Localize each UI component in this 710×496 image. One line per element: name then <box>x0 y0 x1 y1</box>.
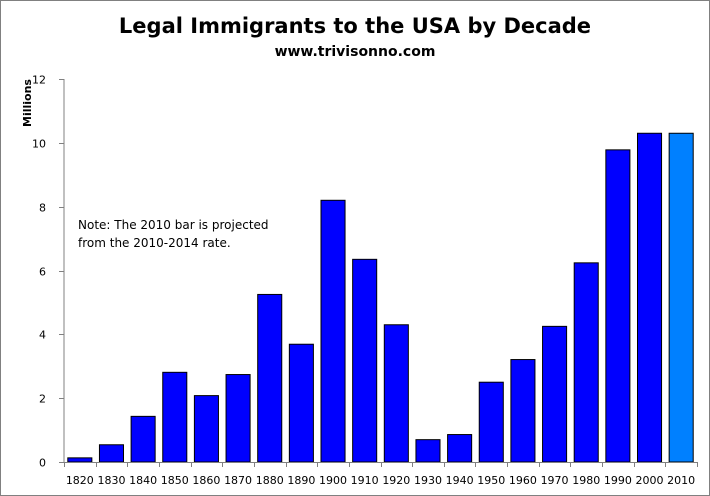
bar-1950 <box>478 381 504 463</box>
x-tick-label: 2010 <box>667 474 695 487</box>
x-tick-label: 1940 <box>446 474 474 487</box>
x-tick-label: 1900 <box>319 474 347 487</box>
bar-2000 <box>636 132 663 463</box>
y-tick-label: 10 <box>32 138 46 151</box>
x-tick-label: 1930 <box>414 474 442 487</box>
bar-1840 <box>130 415 156 463</box>
annotation-line-2: from the 2010-2014 rate. <box>78 236 231 250</box>
bar-1970 <box>542 325 568 463</box>
x-tick-label: 1910 <box>351 474 379 487</box>
chart-subtitle: www.trivisonno.com <box>275 44 436 60</box>
bar-1850 <box>162 371 188 463</box>
y-tick-label: 4 <box>39 329 46 342</box>
bar-1930 <box>415 439 441 463</box>
y-tick-label: 8 <box>39 202 46 215</box>
bar-1880 <box>257 293 283 463</box>
bar-1870 <box>225 374 251 463</box>
bar-1920 <box>383 324 409 463</box>
x-tick-label: 1980 <box>572 474 600 487</box>
x-tick-label: 1860 <box>192 474 220 487</box>
bar-1980 <box>573 262 599 463</box>
x-tick-label: 1970 <box>541 474 569 487</box>
x-tick-label: 1920 <box>382 474 410 487</box>
x-tick-label: 1870 <box>224 474 252 487</box>
x-tick-label: 1840 <box>129 474 157 487</box>
annotation-line-1: Note: The 2010 bar is projected <box>78 218 269 232</box>
chart-title: Legal Immigrants to the USA by Decade <box>119 14 591 38</box>
bar-1940 <box>447 434 473 463</box>
x-tick-label: 1990 <box>604 474 632 487</box>
y-tick-label: 12 <box>32 74 46 87</box>
bar-1900 <box>320 199 346 463</box>
x-tick-label: 1950 <box>477 474 505 487</box>
x-tick-label: 1880 <box>256 474 284 487</box>
y-tick-label: 2 <box>39 393 46 406</box>
x-tick-label: 2000 <box>636 474 664 487</box>
x-tick-label: 1820 <box>66 474 94 487</box>
x-tick-label: 1890 <box>287 474 315 487</box>
bar-1910 <box>352 258 378 463</box>
bar-1960 <box>510 359 536 463</box>
bar-1860 <box>193 395 219 463</box>
y-tick-label: 6 <box>39 266 46 279</box>
y-axis-label: Millions <box>21 79 34 127</box>
bar-1990 <box>605 149 631 463</box>
x-tick-label: 1850 <box>161 474 189 487</box>
bars <box>67 132 694 463</box>
bar-1890 <box>288 343 314 463</box>
y-axis: 0 2 4 6 8 10 12 <box>32 74 65 470</box>
bar-2010 <box>668 132 694 463</box>
x-axis: 1820 1830 1840 1850 1860 1870 1880 1890 1900 1910… <box>64 462 698 487</box>
bar-1820 <box>67 457 93 463</box>
x-tick-label: 1830 <box>97 474 125 487</box>
y-tick-label: 0 <box>39 457 46 470</box>
bar-1830 <box>98 444 125 463</box>
x-tick-label: 1960 <box>509 474 537 487</box>
